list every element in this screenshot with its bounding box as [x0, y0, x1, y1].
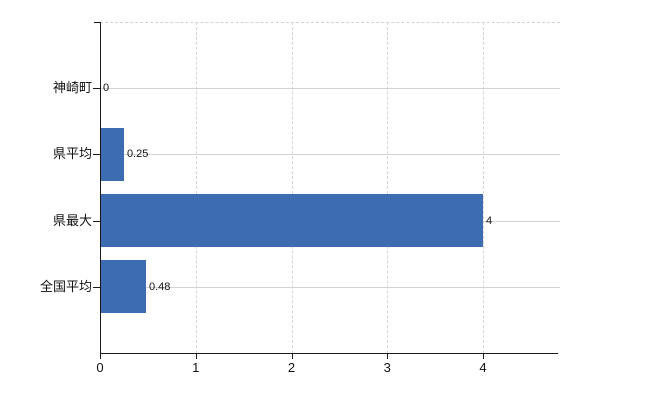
bar: [100, 194, 483, 248]
y-axis-tick: [93, 220, 100, 222]
grid-hline: [100, 88, 560, 90]
grid-vline: [195, 22, 197, 353]
bar-value-label: 0: [103, 82, 110, 95]
bar: [100, 127, 124, 181]
y-axis-tick: [93, 154, 100, 156]
category-label: 県最大: [52, 212, 92, 228]
category-label: 全国平均: [39, 278, 92, 294]
y-axis-tick: [93, 88, 100, 90]
bar-value-label: 0.25: [126, 148, 149, 161]
grid-vline: [387, 22, 389, 353]
bar-value-label: 4: [486, 214, 493, 227]
x-axis-tick-label: 0: [96, 360, 104, 375]
x-axis-tick: [291, 354, 293, 359]
grid-hline: [100, 154, 560, 156]
x-axis-tick: [195, 354, 197, 359]
x-axis-tick: [387, 354, 389, 359]
x-axis-line: [100, 353, 558, 354]
x-axis-tick-label: 4: [479, 360, 487, 375]
grid-hline: [100, 286, 560, 288]
grid-vline: [483, 22, 484, 353]
category-label: 神崎町: [52, 80, 92, 96]
x-axis-tick-label: 3: [383, 360, 391, 375]
x-axis-tick-label: 1: [192, 360, 200, 375]
plot-top-border: [100, 22, 560, 23]
bar: [100, 260, 146, 314]
y-axis-tick: [93, 286, 100, 288]
x-axis-tick-label: 2: [287, 360, 296, 375]
y-axis-line: [100, 22, 101, 358]
category-label: 県平均: [52, 146, 92, 162]
x-axis-tick: [100, 354, 101, 359]
y-axis-top-tick: [94, 22, 100, 23]
grid-vline: [291, 22, 293, 353]
bar-value-label: 0.48: [148, 280, 171, 293]
x-axis-tick: [483, 354, 484, 359]
